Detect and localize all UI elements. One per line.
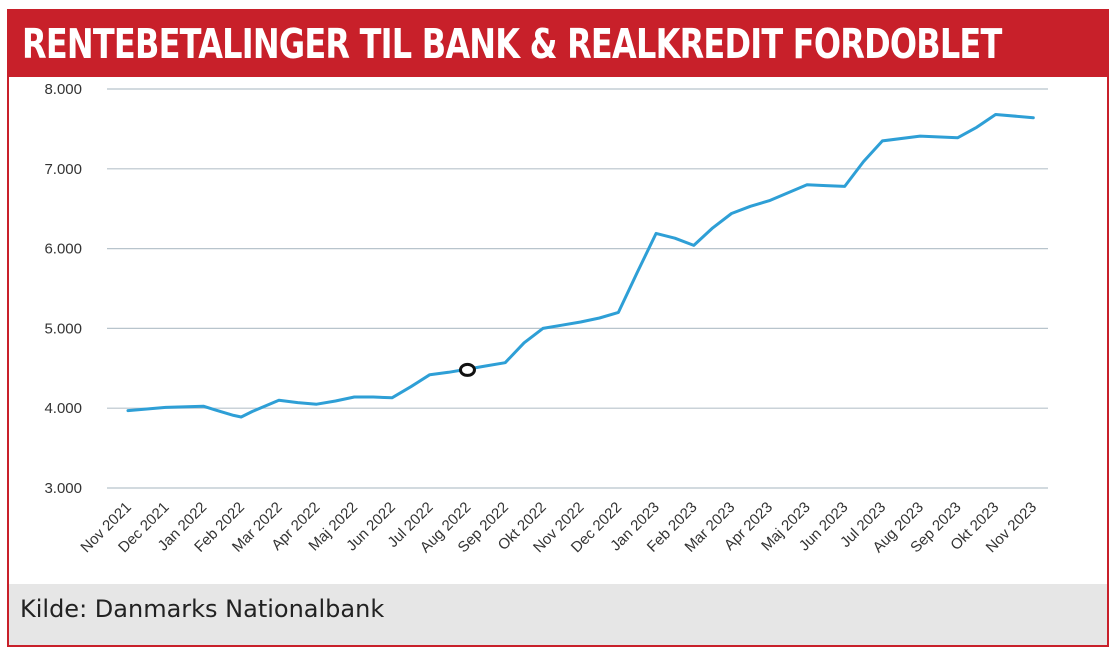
y-tick-label: 4.000: [44, 400, 82, 417]
y-tick-label: 5.000: [44, 320, 82, 337]
source-note: Kilde: Danmarks Nationalbank: [20, 595, 385, 623]
title-bar: RENTEBETALINGER TIL BANK & REALKREDIT FO…: [9, 11, 1107, 77]
source-bar: Kilde: Danmarks Nationalbank: [9, 584, 1107, 645]
y-tick-label: 7.000: [44, 161, 82, 178]
series-line: [126, 113, 1035, 419]
y-tick-label: 8.000: [44, 81, 82, 98]
y-tick-label: 6.000: [44, 241, 82, 258]
highlight-marker: [458, 362, 476, 377]
chart-title: RENTEBETALINGER TIL BANK & REALKREDIT FO…: [22, 20, 1002, 68]
y-tick-label: 3.000: [44, 480, 82, 497]
